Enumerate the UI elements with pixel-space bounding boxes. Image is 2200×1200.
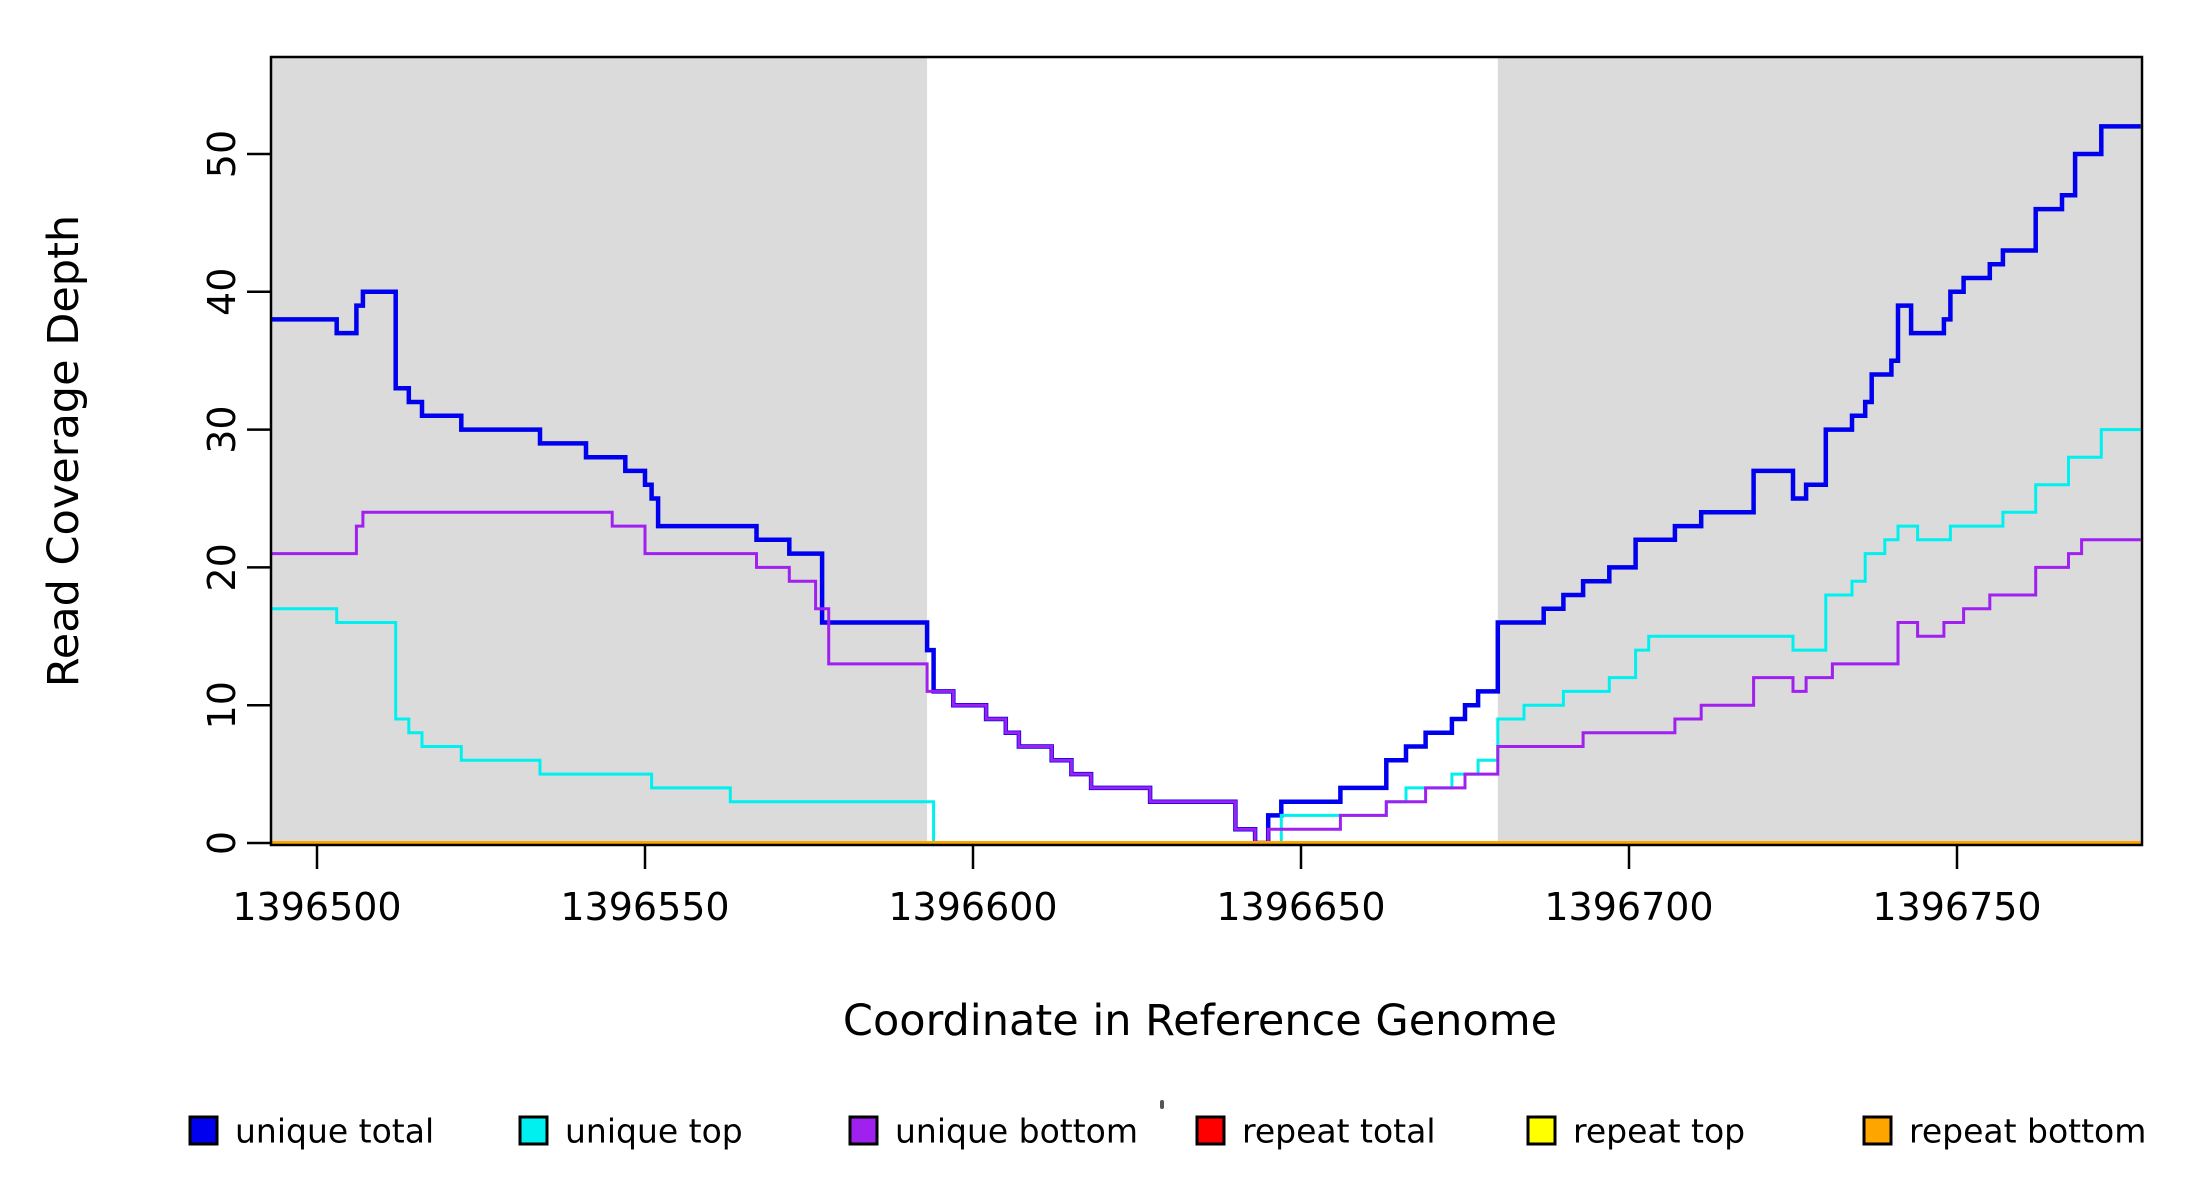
legend-swatch-unique-total xyxy=(188,1115,219,1146)
legend-item: unique total xyxy=(188,1112,434,1151)
stray-mark xyxy=(1160,1100,1164,1109)
x-axis: 1396500 1396550 1396600 1396650 1396700 13967… xyxy=(232,845,2042,929)
legend-item: unique top xyxy=(518,1112,743,1151)
shaded-regions xyxy=(271,57,2141,845)
legend-swatch-repeat-bottom xyxy=(1862,1115,1893,1146)
legend-item: unique bottom xyxy=(848,1112,1138,1151)
y-tick-label: 20 xyxy=(200,543,244,591)
legend-swatch-repeat-total xyxy=(1195,1115,1226,1146)
legend-item: repeat top xyxy=(1526,1112,1745,1151)
series-unique-top xyxy=(271,428,2141,845)
shaded-region xyxy=(271,57,928,845)
x-tick-label: 1396650 xyxy=(1216,885,1385,929)
legend-label: repeat bottom xyxy=(1909,1112,2146,1151)
x-tick-label: 1396600 xyxy=(888,885,1057,929)
legend-label: unique total xyxy=(235,1112,434,1151)
legend-label: unique bottom xyxy=(895,1112,1138,1151)
series-lines xyxy=(271,124,2141,846)
y-tick-label: 10 xyxy=(200,681,244,729)
y-axis: 0 10 20 30 40 50 xyxy=(200,130,271,855)
y-tick-label: 30 xyxy=(200,405,244,453)
legend-label: repeat total xyxy=(1242,1112,1436,1151)
legend-swatch-unique-top xyxy=(518,1115,549,1146)
y-tick-label: 50 xyxy=(200,130,244,178)
legend-item: repeat bottom xyxy=(1862,1112,2146,1151)
x-tick-label: 1396550 xyxy=(560,885,729,929)
y-tick-label: 0 xyxy=(200,831,244,855)
legend: unique total unique top unique bottom repea… xyxy=(188,1112,2146,1151)
legend-item: repeat total xyxy=(1195,1112,1436,1151)
legend-label: repeat top xyxy=(1573,1112,1745,1151)
shaded-region xyxy=(1497,57,2141,845)
legend-label: unique top xyxy=(565,1112,743,1151)
x-tick-label: 1396700 xyxy=(1544,885,1713,929)
y-tick-label: 40 xyxy=(200,268,244,316)
legend-swatch-repeat-top xyxy=(1526,1115,1557,1146)
plot-border-box xyxy=(269,55,2144,847)
series-unique-total xyxy=(271,124,2141,846)
x-tick-label: 1396500 xyxy=(232,885,401,929)
x-tick-label: 1396750 xyxy=(1872,885,2041,929)
x-axis-title: Coordinate in Reference Genome xyxy=(843,996,1557,1046)
legend-swatch-unique-bottom xyxy=(848,1115,879,1146)
y-axis-title: Read Coverage Depth xyxy=(39,215,89,687)
series-unique-bottom xyxy=(271,510,2141,845)
